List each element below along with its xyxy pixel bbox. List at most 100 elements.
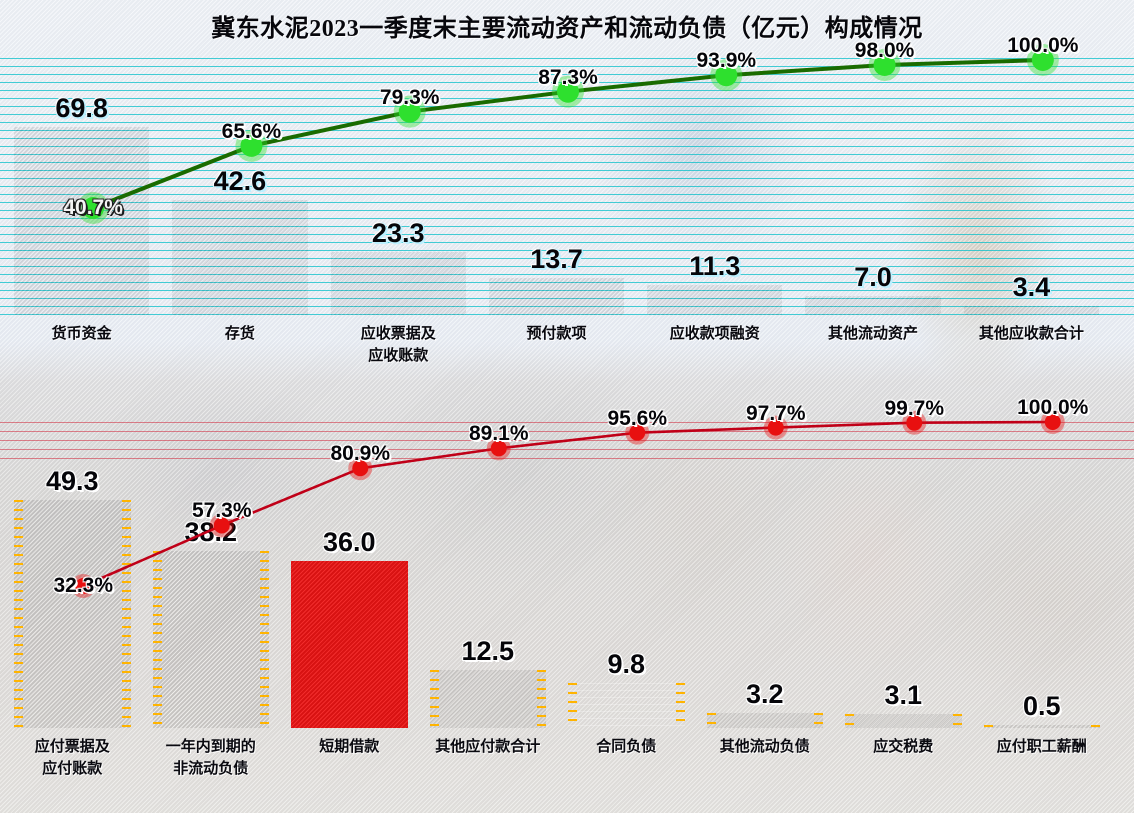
bar-value-label: 0.5	[1022, 691, 1061, 721]
bar-edge-ticks	[14, 499, 23, 728]
cumulative-percent-label: 40.7%	[63, 196, 123, 219]
bar-edge-ticks	[260, 551, 269, 728]
category-label: 合同负债	[554, 736, 699, 758]
bar-value-label: 42.6	[213, 166, 267, 197]
category-label-line: 短期借款	[319, 738, 380, 755]
bar-asset-5	[805, 296, 941, 315]
bar-liability-5	[706, 713, 823, 728]
category-label: 短期借款	[277, 736, 422, 758]
bar-edge-ticks	[429, 670, 439, 728]
bar-fill	[805, 296, 941, 315]
bar-value-label: 36.0	[322, 527, 376, 558]
category-label-line: 应交税费	[873, 738, 934, 755]
bar-fill	[647, 284, 783, 315]
category-label: 其他应收款合计	[950, 323, 1113, 345]
bar-asset-1	[172, 200, 308, 315]
bar-liability-0	[14, 499, 131, 728]
cumulative-percent-label: 89.1%	[468, 422, 529, 446]
cumulative-percent-label: 99.7%	[884, 396, 945, 420]
bar-fill	[845, 713, 962, 728]
bar-fill	[172, 200, 308, 315]
bar-liability-2	[291, 561, 408, 728]
cumulative-percent-label: 57.3%	[191, 499, 252, 523]
bar-asset-2	[330, 252, 466, 315]
category-label-line: 应付票据及	[34, 738, 110, 755]
bar-fill	[706, 713, 823, 728]
cumulative-percent-label: 32.3%	[53, 574, 114, 597]
cumulative-percent-label: 87.3%	[538, 65, 598, 89]
category-label-line: 应收款项融资	[669, 325, 760, 342]
bar-liability-7	[983, 725, 1100, 728]
category-label-line: 应收账款	[368, 346, 429, 364]
category-label: 应收票据及 应收账款	[317, 323, 480, 367]
bar-edge-ticks	[952, 713, 962, 728]
bar-value-label: 49.3	[45, 465, 99, 496]
bar-liability-1	[152, 551, 269, 728]
cumulative-percent-label: 65.6%	[221, 119, 282, 143]
bar-fill	[330, 252, 466, 315]
bar-asset-3	[488, 278, 625, 315]
category-label-line: 预付款项	[526, 325, 587, 342]
cumulative-percent-label: 80.9%	[330, 442, 391, 466]
category-label-line: 一年内到期的	[165, 738, 256, 755]
bar-liability-6	[845, 713, 962, 728]
bar-edge-ticks	[537, 670, 546, 728]
category-label-line: 应付账款	[42, 759, 103, 777]
category-label: 存货	[158, 323, 321, 345]
bar-value-label: 23.3	[371, 218, 425, 249]
category-label: 预付款项	[475, 323, 638, 345]
bar-liability-3	[429, 670, 546, 728]
bar-edge-ticks	[814, 713, 823, 728]
category-label: 其他流动资产	[791, 323, 954, 345]
bar-value-label: 69.8	[55, 92, 108, 123]
cumulative-percent-label: 98.0%	[854, 39, 915, 62]
bar-edge-ticks	[152, 551, 162, 728]
cumulative-percent-label: 95.6%	[607, 406, 668, 430]
cumulative-percent-label: 93.9%	[696, 49, 757, 73]
bar-fill	[291, 561, 408, 728]
category-label-line: 其他应收款合计	[978, 325, 1084, 342]
bar-value-label: 9.8	[607, 648, 646, 679]
bar-asset-0	[14, 126, 150, 315]
cumulative-percent-label: 97.7%	[745, 401, 806, 425]
page-title: 冀东水泥2023一季度末主要流动资产和流动负债（亿元）构成情况	[211, 16, 923, 42]
bar-fill	[568, 682, 685, 728]
category-label-line: 存货	[224, 325, 255, 342]
bar-liability-4	[568, 682, 685, 728]
bar-value-label: 11.3	[689, 250, 741, 281]
bar-fill	[963, 305, 1099, 315]
category-label: 应付职工薪酬	[970, 736, 1115, 758]
bar-fill	[14, 126, 150, 315]
bar-value-label: 13.7	[530, 244, 583, 275]
liabilities-chart-panel: 49.3 38.2 36.0 12.5 9.8 3.2 3.1 0.5 32.3% 57.3% 8…	[0, 396, 1134, 777]
category-label: 应交税费	[831, 736, 976, 758]
category-label-line: 其他流动负债	[719, 738, 810, 755]
bar-fill	[14, 499, 131, 728]
category-label: 其他应付款合计	[416, 736, 561, 758]
bar-edge-ticks	[121, 499, 131, 728]
category-label: 应收款项融资	[633, 323, 796, 345]
liabilities-gridlines	[0, 422, 1134, 466]
category-label-line: 其他应付款合计	[435, 738, 541, 755]
bar-asset-4	[647, 284, 783, 315]
bar-value-label: 3.2	[745, 679, 784, 710]
cumulative-percent-label: 100.0%	[1017, 396, 1089, 419]
bar-fill	[983, 725, 1100, 728]
bar-fill	[429, 670, 546, 728]
bar-value-label: 12.5	[461, 636, 515, 667]
category-label-line: 货币资金	[51, 325, 112, 342]
bar-edge-ticks	[675, 682, 685, 728]
category-label-line: 非流动负债	[173, 759, 249, 777]
bar-edge-ticks	[706, 713, 716, 728]
assets-chart-panel: 69.8 42.6 23.3 13.7 11.3 7.0 3.4 40.7% 65.6% 79.…	[0, 34, 1134, 364]
category-label-line: 应收票据及	[360, 325, 436, 342]
bar-edge-ticks	[845, 713, 854, 728]
bar-value-label: 7.0	[854, 262, 892, 293]
bar-edge-ticks	[568, 682, 577, 728]
category-label-line: 其他流动资产	[828, 325, 919, 342]
cumulative-percent-label: 79.3%	[379, 85, 440, 109]
bar-edge-ticks	[983, 725, 993, 728]
category-label: 一年内到期的 非流动负债	[139, 736, 284, 780]
category-label: 货币资金	[0, 323, 163, 345]
